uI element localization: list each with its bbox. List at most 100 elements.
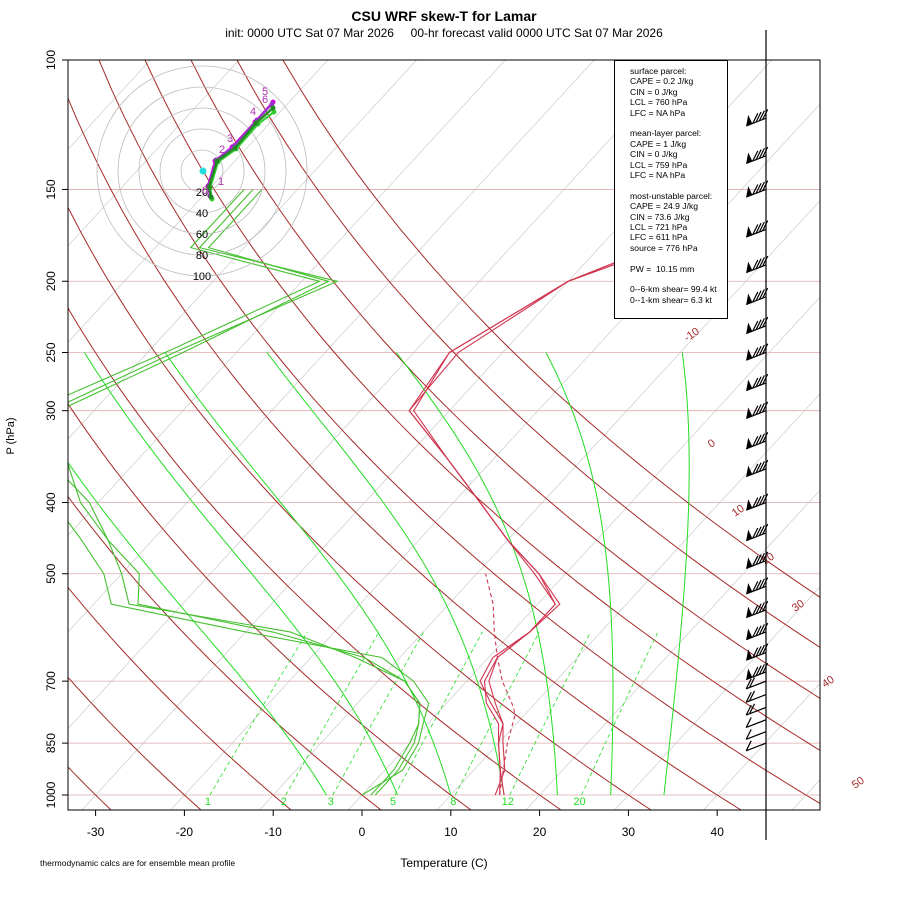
precipitable-water: PW = 10.15 mm — [630, 263, 695, 274]
plot-frame — [67, 59, 821, 811]
mu-lfc: LFC = 611 hPa — [630, 232, 688, 243]
chart-title: CSU WRF skew-T for Lamar — [351, 8, 537, 24]
moist-adiabat-line — [266, 352, 505, 796]
wind-barb — [745, 577, 769, 595]
mixing-ratio-line — [454, 631, 540, 796]
wind-barb — [745, 740, 767, 752]
hodograph-ring — [159, 128, 245, 214]
dry-adiabat-line — [68, 676, 202, 810]
hodograph-ring — [138, 107, 266, 235]
mu-lcl: LCL = 721 hPa — [630, 222, 688, 233]
wind-barb — [745, 493, 769, 511]
hodograph-point — [253, 120, 259, 126]
moist-adiabat-line — [83, 352, 398, 796]
wind-barb — [745, 551, 769, 569]
isotherm-line — [68, 60, 417, 440]
mixing-ratio-line — [285, 631, 380, 796]
isotherm-line — [525, 489, 820, 810]
storm-motion-marker — [199, 167, 207, 175]
x-tick-label: 0 — [359, 825, 366, 839]
y-tick-label: 200 — [44, 271, 58, 291]
hodograph-ring-label: 100 — [193, 271, 211, 283]
wind-barb — [745, 146, 769, 165]
y-tick-label: 1000 — [44, 781, 58, 808]
footnote: thermodynamic calcs are for ensemble mea… — [40, 858, 235, 868]
hodograph-point — [208, 194, 214, 200]
mixing-ratio-label: 20 — [573, 796, 585, 808]
moist-adiabat-line — [395, 352, 558, 796]
mixing-ratio-line — [581, 631, 659, 796]
mixing-ratio-line — [509, 631, 591, 796]
isotherm-line — [702, 682, 820, 810]
dry-adiabat-label: 40 — [820, 674, 837, 691]
dry-adiabat-line — [68, 403, 472, 810]
dry-adiabat-line — [282, 60, 820, 598]
moist-adiabat-line — [545, 352, 614, 796]
dry-adiabat-line — [68, 586, 292, 810]
parcel-info-box: surface parcel: CAPE = 0.2 J/kg CIN = 0 … — [614, 60, 728, 319]
wind-barb — [745, 109, 769, 127]
hodograph-ring — [117, 86, 287, 256]
wind-barb — [745, 220, 769, 238]
wind-barb — [745, 432, 769, 450]
hodograph-point — [214, 158, 220, 164]
hodograph-point — [232, 145, 238, 151]
isotherm-line — [68, 60, 329, 343]
dry-adiabat-label: 0 — [706, 437, 718, 450]
wind-barb — [745, 690, 767, 703]
wind-barb — [745, 316, 769, 335]
y-tick-label: 850 — [44, 733, 58, 753]
dry-adiabat-label: 10 — [730, 503, 747, 520]
y-tick-label: 500 — [44, 563, 58, 583]
wind-barb — [745, 662, 769, 681]
dry-adiabat-line — [68, 307, 562, 810]
y-tick-label: 250 — [44, 342, 58, 362]
x-tick-label: -10 — [265, 825, 283, 839]
dry-adiabat-line — [68, 495, 382, 810]
x-tick-label: -30 — [87, 825, 105, 839]
hodograph-point — [269, 101, 275, 107]
mixing-ratio-label: 3 — [328, 796, 334, 808]
mixed-parcel-heading: mean-layer parcel: — [630, 128, 702, 139]
hodograph-ring-label: 80 — [196, 250, 208, 262]
mixed-lfc: LFC = NA hPa — [630, 170, 686, 181]
dry-adiabat-line — [98, 60, 820, 804]
dry-adiabat-line — [144, 60, 820, 751]
isotherm-line — [170, 103, 820, 810]
mixing-ratio-label: 5 — [390, 796, 396, 808]
dry-adiabat-line — [68, 96, 742, 810]
wind-barb — [745, 703, 767, 716]
dry-adiabat-label: -10 — [682, 326, 702, 345]
dry-adiabat-line — [236, 60, 820, 648]
mixing-ratio-label: 8 — [450, 796, 456, 808]
isotherm-line — [68, 60, 151, 150]
wind-barb — [745, 729, 767, 740]
mixing-ratio-label: 12 — [502, 796, 514, 808]
hodograph-ring — [96, 65, 308, 277]
surface-cape: CAPE = 0.2 J/kg — [630, 76, 694, 87]
hodograph-point — [270, 105, 276, 111]
x-tick-label: -20 — [176, 825, 194, 839]
mu-parcel-heading: most-unstable parcel: — [630, 190, 713, 201]
moist-adiabat-line — [663, 352, 690, 796]
hodograph-height-label: 1 — [218, 176, 224, 188]
hodograph-height-label: 2 — [219, 144, 225, 156]
isotherm-line — [614, 586, 820, 810]
moist-adiabat-line — [68, 461, 327, 796]
mixing-ratio-line — [209, 631, 308, 796]
y-tick-label: 400 — [44, 492, 58, 512]
wind-barb — [745, 459, 769, 478]
mixed-lcl: LCL = 759 hPa — [630, 159, 688, 170]
x-tick-label: 40 — [711, 825, 725, 839]
mixing-ratio-line — [394, 631, 483, 796]
surface-lfc: LFC = NA hPa — [630, 107, 686, 118]
mixed-cape: CAPE = 1 J/kg — [630, 138, 687, 149]
chart-subtitle: init: 0000 UTC Sat 07 Mar 2026 00-hr for… — [225, 26, 663, 40]
dry-adiabat-label: 50 — [850, 775, 867, 792]
y-tick-label: 300 — [44, 400, 58, 420]
hodograph-point — [271, 109, 277, 115]
hodograph-height-label: 5 — [262, 86, 268, 98]
y-tick-label: 150 — [44, 179, 58, 199]
x-tick-label: 20 — [533, 825, 547, 839]
